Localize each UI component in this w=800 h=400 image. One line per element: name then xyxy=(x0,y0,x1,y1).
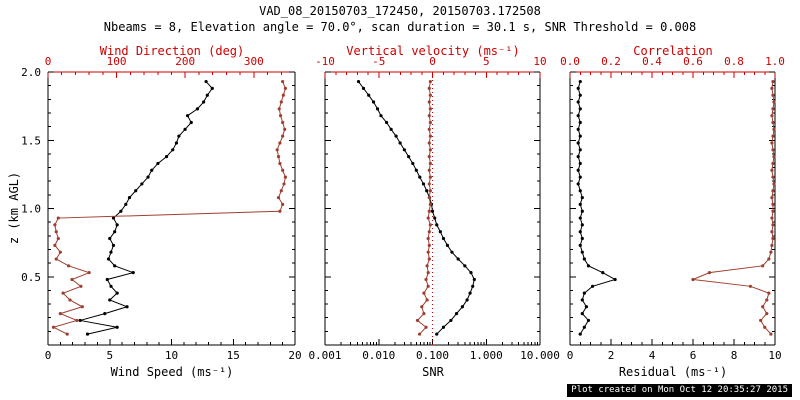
svg-text:2.0: 2.0 xyxy=(21,66,41,79)
svg-text:-5: -5 xyxy=(372,55,385,68)
svg-text:0: 0 xyxy=(429,55,436,68)
series-line-residual xyxy=(577,81,617,335)
svg-text:0: 0 xyxy=(45,55,52,68)
plot-title: VAD_08_20150703_172450, 20150703.172508 xyxy=(259,4,541,18)
svg-text:10: 10 xyxy=(165,349,178,362)
svg-text:4: 4 xyxy=(649,349,656,362)
svg-text:2: 2 xyxy=(608,349,615,362)
svg-text:0.0: 0.0 xyxy=(560,55,580,68)
series-line-wind_direction xyxy=(52,81,286,335)
svg-text:5: 5 xyxy=(106,349,113,362)
series-markers-residual xyxy=(576,79,617,336)
series-line-wind_speed xyxy=(79,81,213,335)
svg-text:8: 8 xyxy=(731,349,738,362)
panel-residual-correlation: 0 2 4 6 8 10 0.0 0.2 0.4 0.6 0.8 1.0 xyxy=(560,55,785,362)
svg-text:15: 15 xyxy=(227,349,240,362)
svg-text:0.8: 0.8 xyxy=(724,55,744,68)
axis-label-snr: SNR xyxy=(422,365,444,379)
series-line-correlation xyxy=(691,81,775,335)
series-markers-vertical_velocity xyxy=(415,79,432,336)
svg-text:5: 5 xyxy=(483,55,490,68)
svg-text:200: 200 xyxy=(175,55,195,68)
svg-text:300: 300 xyxy=(244,55,264,68)
axis-label-wind-direction: Wind Direction (deg) xyxy=(99,44,245,58)
svg-text:0: 0 xyxy=(45,349,52,362)
svg-text:20: 20 xyxy=(288,349,301,362)
svg-text:6: 6 xyxy=(690,349,697,362)
svg-text:0.100: 0.100 xyxy=(416,349,449,362)
panel-snr-velocity: 0.001 0.010 0.100 1.000 10.000 -10 -5 0 5 10 xyxy=(308,55,559,362)
axis-label-correlation: Correlation xyxy=(633,44,713,58)
svg-text:10.000: 10.000 xyxy=(520,349,560,362)
svg-text:1.000: 1.000 xyxy=(470,349,503,362)
svg-text:100: 100 xyxy=(107,55,127,68)
svg-text:1.0: 1.0 xyxy=(21,203,41,216)
axis-label-height: z (km AGL) xyxy=(7,171,21,245)
svg-text:10: 10 xyxy=(768,349,781,362)
series-markers-wind_direction xyxy=(51,79,287,336)
svg-text:0.6: 0.6 xyxy=(683,55,703,68)
axis-label-wind-speed: Wind Speed (ms⁻¹) xyxy=(110,365,234,379)
series-markers-snr xyxy=(356,79,476,336)
svg-text:0.4: 0.4 xyxy=(642,55,662,68)
series-markers-wind_speed xyxy=(78,79,214,336)
svg-text:0.2: 0.2 xyxy=(601,55,621,68)
svg-text:-10: -10 xyxy=(315,55,335,68)
svg-text:10: 10 xyxy=(533,55,546,68)
svg-text:0.001: 0.001 xyxy=(308,349,341,362)
series-line-vertical_velocity xyxy=(416,81,431,335)
svg-text:1.5: 1.5 xyxy=(21,134,41,147)
axis-label-residual: Residual (ms⁻¹) xyxy=(618,365,728,379)
svg-text:0.5: 0.5 xyxy=(21,271,41,284)
svg-text:0.010: 0.010 xyxy=(362,349,395,362)
plot-subtitle: Nbeams = 8, Elevation angle = 70.0°, sca… xyxy=(103,20,697,34)
axis-label-vertical-velocity: Vertical velocity (ms⁻¹) xyxy=(346,44,520,58)
series-line-snr xyxy=(358,81,475,335)
svg-text:1.0: 1.0 xyxy=(765,55,785,68)
series-markers-correlation xyxy=(691,79,776,336)
svg-text:0: 0 xyxy=(567,349,574,362)
plot-created-timestamp: Plot created on Mon Oct 12 20:35:27 2015 xyxy=(567,384,792,397)
